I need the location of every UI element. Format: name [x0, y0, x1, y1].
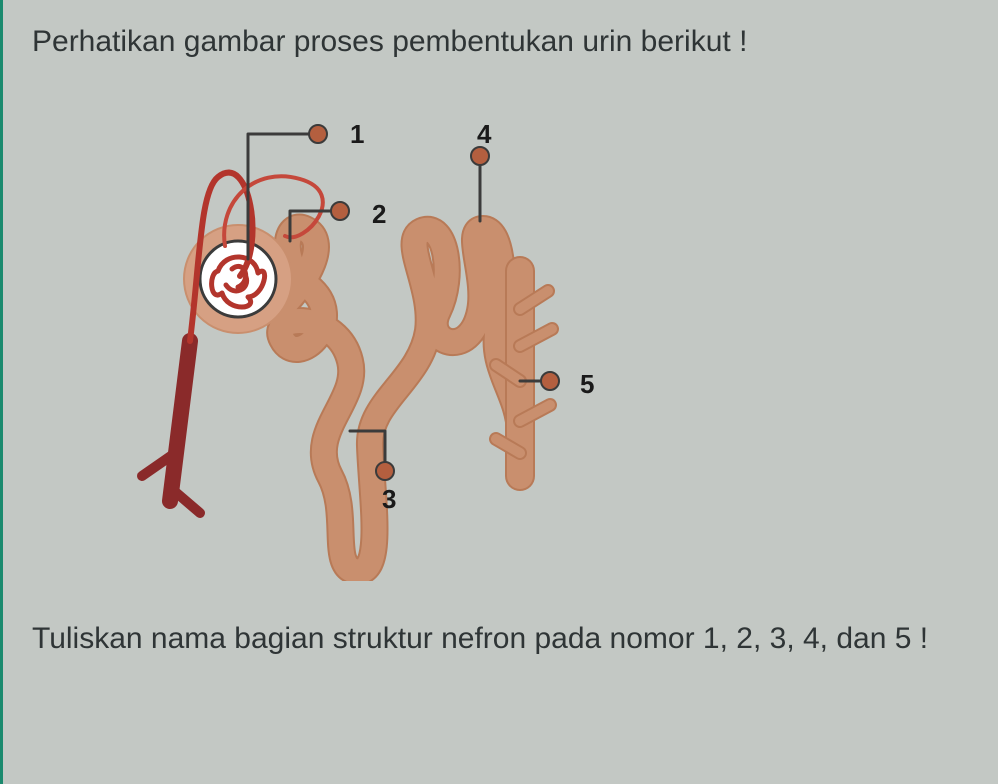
accent-border	[0, 0, 3, 784]
question-text: Tuliskan nama bagian struktur nefron pad…	[32, 616, 968, 663]
title-text: Perhatikan gambar proses pembentukan uri…	[32, 22, 968, 63]
content: Perhatikan gambar proses pembentukan uri…	[0, 0, 998, 684]
svg-text:5: 5	[580, 368, 594, 398]
svg-text:3: 3	[382, 483, 396, 513]
svg-text:4: 4	[477, 118, 492, 148]
svg-text:1: 1	[350, 118, 364, 148]
svg-text:2: 2	[372, 198, 386, 228]
nephron-svg: 1 2 3 4 5	[50, 81, 650, 581]
nephron-diagram: 1 2 3 4 5	[50, 81, 650, 586]
